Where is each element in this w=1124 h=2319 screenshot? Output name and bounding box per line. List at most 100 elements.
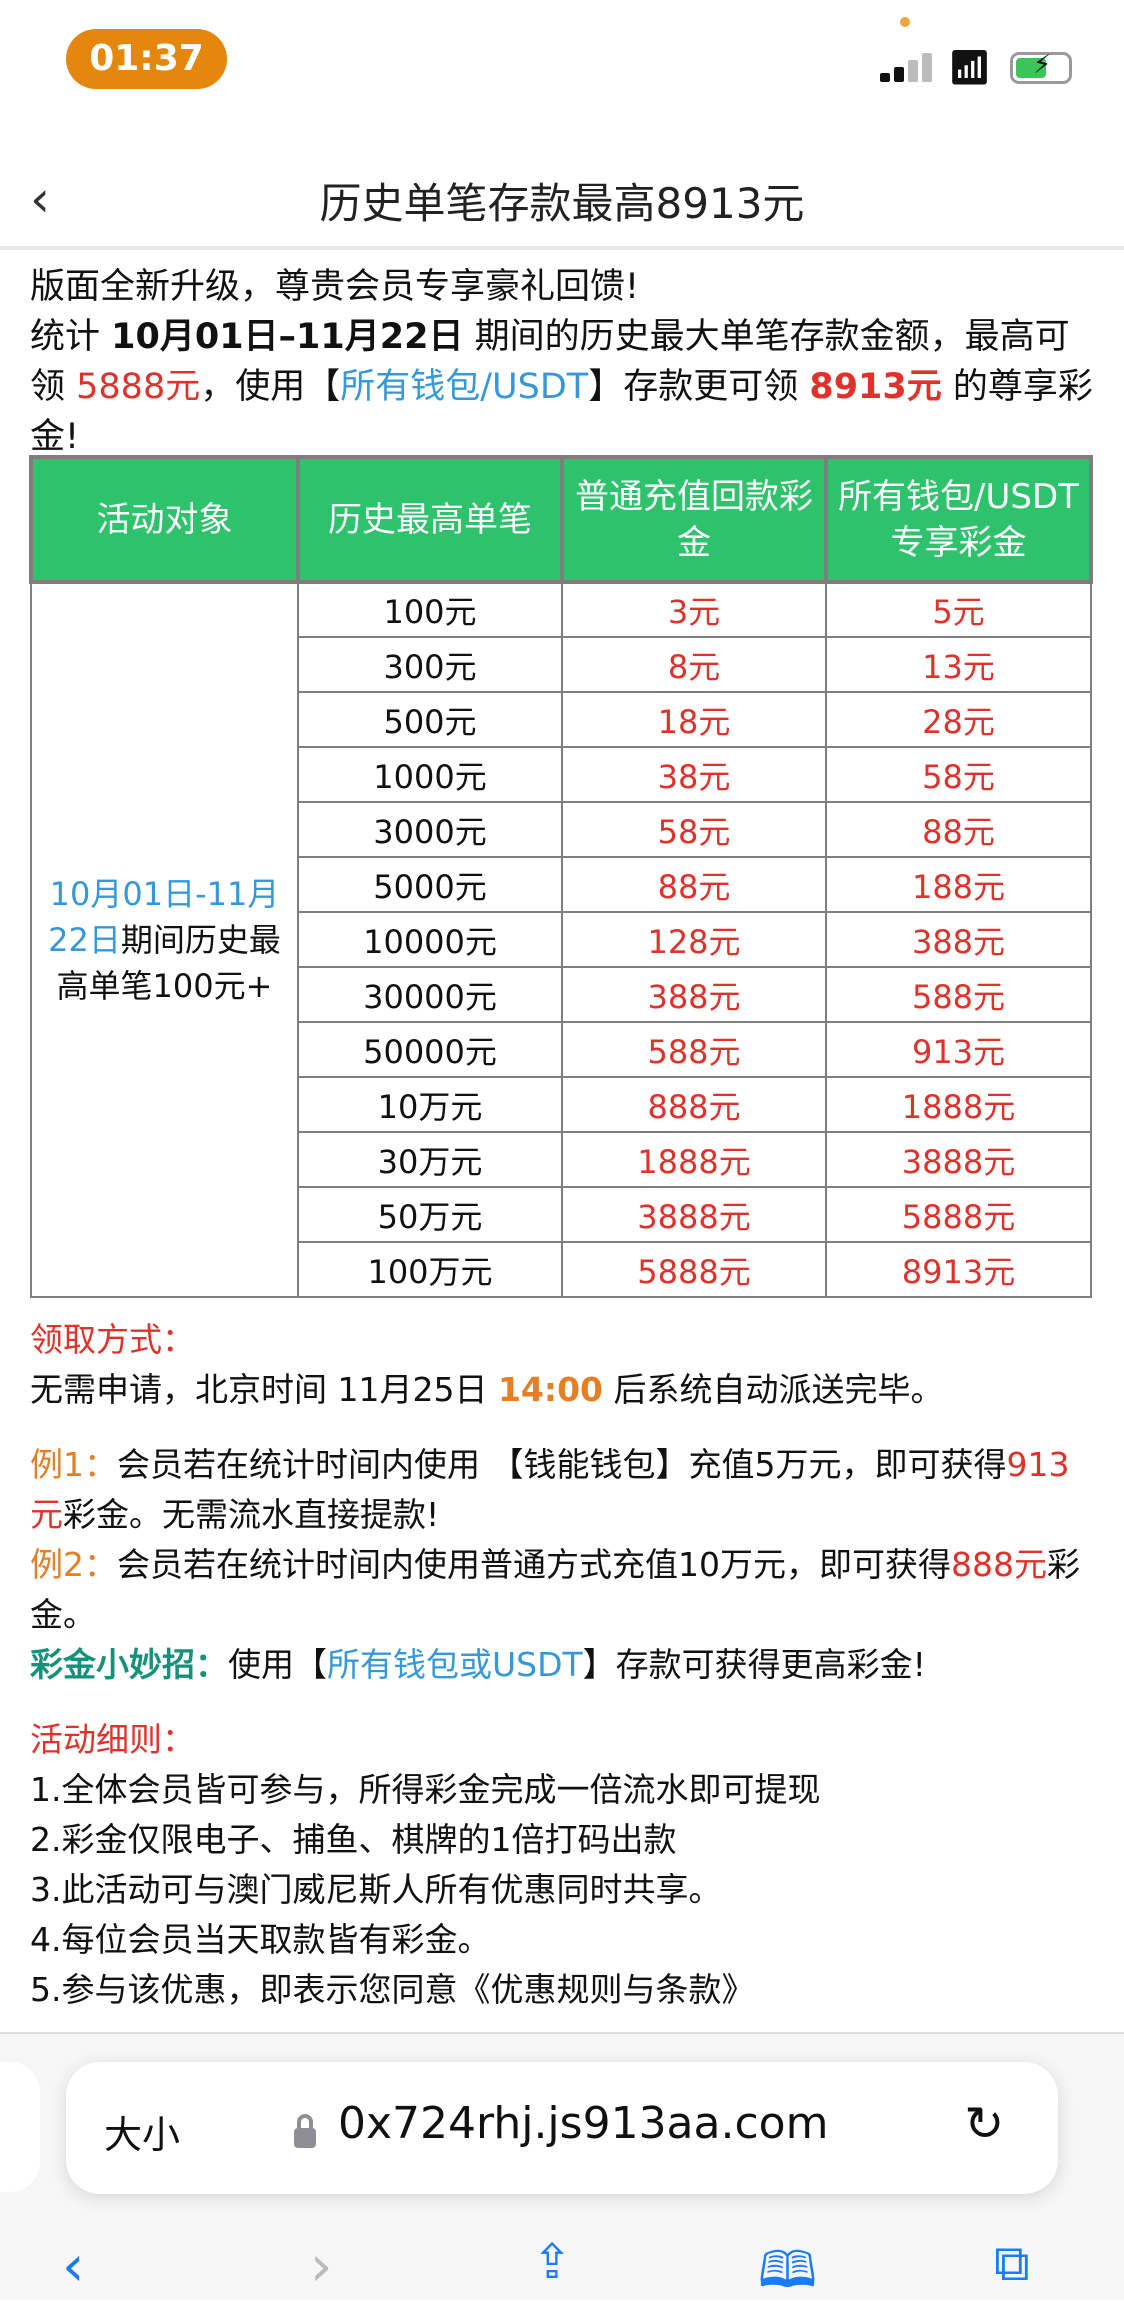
text: 】存款可获得更高彩金!	[582, 1645, 926, 1684]
url-text[interactable]: 0x724rhj.js913aa.com	[338, 2098, 829, 2149]
normal-bonus-cell: 5888元	[561, 1241, 827, 1298]
header-wallet-bonus: 所有钱包/USDT专享彩金	[824, 455, 1093, 584]
rule-item: 2.彩金仅限电子、捕鱼、棋牌的1倍打码出款	[30, 1820, 677, 1859]
table-row: 30万元 1888元 3888元	[31, 1131, 1092, 1188]
text: ，使用【	[200, 367, 341, 407]
wallet-bonus-cell: 58元	[825, 746, 1092, 803]
deposit-cell: 1000元	[297, 746, 563, 803]
rule-item: 5.参与该优惠，即表示您同意《优惠规则与条款》	[30, 1970, 755, 2009]
normal-bonus-cell: 388元	[561, 966, 827, 1023]
wallet-bonus-cell: 8913元	[825, 1241, 1092, 1298]
bookmarks-icon[interactable]: 🕮︎	[758, 2241, 817, 2299]
intro-paragraph: 统计 10月01日–11月22日 期间的历史最大单笔存款金额，最高可领 5888…	[30, 312, 1100, 462]
status-bar: 01:37 📶︎ ⚡︎	[0, 0, 1124, 100]
text: 的尊享彩金!	[30, 367, 1093, 457]
page-title: 历史单笔存款最高8913元	[319, 179, 805, 228]
text: 彩金。无需流水直接提款!	[63, 1495, 440, 1534]
text: 使用【	[228, 1645, 327, 1684]
previous-tab[interactable]	[0, 2062, 40, 2192]
text: 后系统自动派送完毕。	[603, 1370, 944, 1409]
amount: 888元	[951, 1545, 1047, 1584]
wallet-bonus-cell: 13元	[825, 636, 1092, 693]
deposit-cell: 10000元	[297, 911, 563, 968]
header-normal-bonus: 普通充值回款彩金	[560, 455, 828, 584]
deposit-cell: 300元	[297, 636, 563, 693]
target-date: 10月01日-11月22日	[48, 875, 280, 959]
forward-icon[interactable]: ›	[310, 2234, 333, 2299]
text: 统计	[30, 317, 112, 357]
table-row: 50万元 3888元 5888元	[31, 1186, 1092, 1243]
table-row: 10000元 128元 388元	[31, 911, 1092, 968]
claim-text: 无需申请，北京时间 11月25日 14:00 后系统自动派送完毕。	[30, 1365, 1100, 1415]
table-row: 10万元 888元 1888元	[31, 1076, 1092, 1133]
text: 无需申请，北京时间 11月25日	[30, 1370, 498, 1409]
wifi-icon: 📶︎	[948, 48, 992, 88]
normal-bonus-cell: 88元	[561, 856, 827, 913]
back-icon[interactable]: ‹	[62, 2234, 85, 2299]
table-row: 3000元 58元 88元	[31, 801, 1092, 858]
wallet-link: 所有钱包或USDT	[327, 1645, 583, 1684]
rule-item: 1.全体会员皆可参与，所得彩金完成一倍流水即可提现	[30, 1770, 821, 1809]
privacy-indicator-dot	[900, 17, 910, 27]
wallet-bonus-cell: 913元	[825, 1021, 1092, 1078]
normal-bonus-cell: 3888元	[561, 1186, 827, 1243]
normal-bonus-cell: 1888元	[561, 1131, 827, 1188]
wallet-link: 所有钱包/USDT	[340, 367, 589, 407]
details: 领取方式： 无需申请，北京时间 11月25日 14:00 后系统自动派送完毕。 …	[30, 1315, 1100, 2015]
amount-vip: 8913元	[809, 367, 942, 407]
example-1: 例1：会员若在统计时间内使用 【钱能钱包】充值5万元，即可获得913元彩金。无需…	[30, 1440, 1100, 1540]
claim-heading: 领取方式：	[30, 1320, 195, 1359]
table-row: 100万元 5888元 8913元	[31, 1241, 1092, 1298]
tip: 彩金小妙招：使用【所有钱包或USDT】存款可获得更高彩金!	[30, 1640, 1100, 1690]
deposit-cell: 50万元	[297, 1186, 563, 1243]
amount-max: 5888元	[76, 367, 201, 407]
table-row: 300元 8元 13元	[31, 636, 1092, 693]
date-range: 10月01日–11月22日	[111, 317, 464, 357]
deposit-cell: 5000元	[297, 856, 563, 913]
target-text: 期间历史最高单笔100元+	[56, 921, 281, 1005]
wallet-bonus-cell: 28元	[825, 691, 1092, 748]
text: 期间的历史最大单笔存款金额，最高可领	[30, 317, 1070, 407]
deposit-cell: 10万元	[297, 1076, 563, 1133]
deposit-cell: 3000元	[297, 801, 563, 858]
example-label: 例1：	[30, 1445, 117, 1484]
text: 】存款更可领	[588, 367, 810, 407]
claim-time: 14:00	[497, 1370, 604, 1409]
reload-icon[interactable]: ↻	[964, 2096, 1005, 2152]
table-row: 1000元 38元 58元	[31, 746, 1092, 803]
example-label: 例2：	[30, 1545, 117, 1584]
bonus-table: 活动对象 历史最高单笔 普通充值回款彩金 所有钱包/USDT专享彩金 10月01…	[29, 455, 1093, 1298]
cellular-signal-icon	[880, 52, 936, 82]
header-max-deposit: 历史最高单笔	[296, 455, 564, 584]
normal-bonus-cell: 588元	[561, 1021, 827, 1078]
wallet-bonus-cell: 388元	[825, 911, 1092, 968]
deposit-cell: 30000元	[297, 966, 563, 1023]
example-2: 例2：会员若在统计时间内使用普通方式充值10万元，即可获得888元彩金。	[30, 1540, 1100, 1640]
deposit-cell: 100元	[297, 581, 563, 638]
table-row: 5000元 88元 188元	[31, 856, 1092, 913]
text: 彩金。	[30, 1545, 1080, 1634]
deposit-cell: 50000元	[297, 1021, 563, 1078]
normal-bonus-cell: 58元	[561, 801, 827, 858]
table-row: 10月01日-11月22日期间历史最高单笔100元+ 100元 3元 5元	[30, 581, 1092, 1298]
address-bar[interactable]: 大小 0x724rhj.js913aa.com ↻	[66, 2062, 1058, 2194]
normal-bonus-cell: 18元	[561, 691, 827, 748]
text-size-button[interactable]: 大小	[104, 2113, 181, 2157]
header-target: 活动对象	[29, 455, 300, 584]
wallet-bonus-cell: 1888元	[825, 1076, 1092, 1133]
deposit-cell: 100万元	[297, 1241, 563, 1298]
back-chevron-icon[interactable]: ‹	[30, 170, 50, 228]
wallet-bonus-cell: 5888元	[825, 1186, 1092, 1243]
share-icon[interactable]: ⇪	[532, 2234, 573, 2290]
text: 会员若在统计时间内使用 【钱能钱包】充值5万元，即可获得	[117, 1445, 1007, 1484]
tabs-icon[interactable]: ⧉	[994, 2234, 1030, 2292]
amount: 913元	[30, 1445, 1070, 1534]
browser-toolbar: 大小 0x724rhj.js913aa.com ↻ ‹ › ⇪ 🕮︎ ⧉	[0, 2032, 1124, 2300]
rule-item: 4.每位会员当天取款皆有彩金。	[30, 1920, 491, 1959]
battery-charging-icon: ⚡︎	[1010, 50, 1072, 84]
deposit-cell: 30万元	[297, 1131, 563, 1188]
normal-bonus-cell: 128元	[561, 911, 827, 968]
rule-item: 3.此活动可与澳门威尼斯人所有优惠同时共享。	[30, 1870, 722, 1909]
normal-bonus-cell: 888元	[561, 1076, 827, 1133]
nav-bar: ‹ 历史单笔存款最高8913元	[0, 150, 1124, 250]
